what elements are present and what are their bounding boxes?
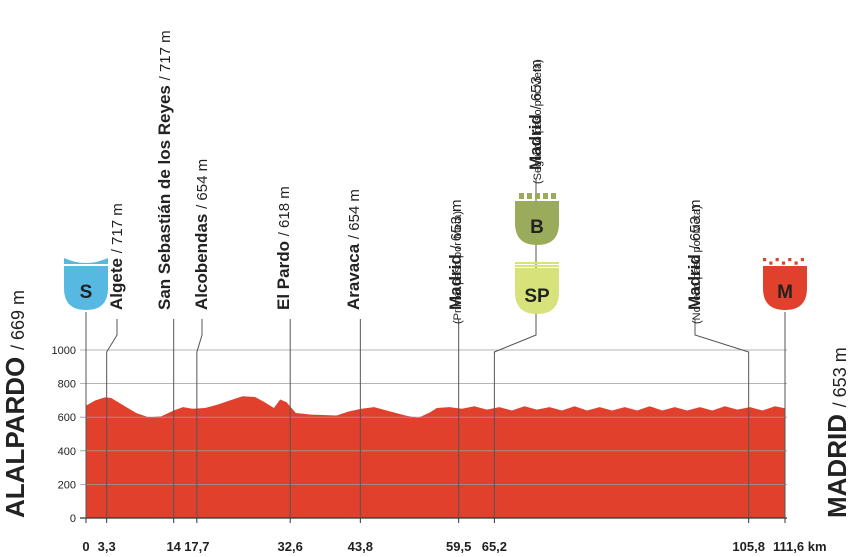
waypoint-name: El Pardo [274,241,293,310]
start-altitude: / 669 m [8,290,28,350]
waypoint-altitude: / 653 m [448,200,465,250]
waypoint-label: El Pardo / 618 m [274,186,293,310]
marker-top [763,261,767,265]
waypoint-line [196,319,203,518]
waypoint-label: Madrid / 653 m [685,200,704,311]
waypoint-name: Aravaca [344,243,363,310]
waypoint-label: Aravaca / 654 m [344,189,363,310]
marker-label: M [777,282,793,303]
x-tick-label: 14 [166,539,181,554]
x-tick-label: 32,6 [278,539,303,554]
y-tick-label: 800 [58,379,76,391]
waypoint-name: Algete [107,258,126,310]
marker-top [515,268,559,270]
marker-top [515,262,559,264]
waypoint-name: Madrid [526,114,545,170]
waypoint-altitude: / 717 m [157,30,174,80]
marker-shield [515,270,559,314]
y-tick-label: 200 [58,479,76,491]
waypoint-name: Alcobendas [192,214,211,310]
marker-top [800,261,804,265]
marker-top [788,258,792,262]
start-label: ALALPARDO / 669 m [0,290,30,518]
finish-label: MADRID / 653 m [822,347,851,518]
marker-top [515,265,559,267]
marker-top [781,258,786,262]
waypoint-label: Madrid / 653 m [526,60,545,171]
marker-label: SP [524,286,550,307]
marker-top [551,193,556,199]
waypoint-label: Madrid / 653 m [446,200,465,311]
marker-top [781,261,786,265]
x-tick-label: 43,8 [348,539,373,554]
marker-top [519,193,524,199]
waypoint-label: Alcobendas / 654 m [192,159,211,310]
x-tick-label: 111,6 km [773,539,827,554]
marker-top [794,261,798,265]
marker-top [543,193,548,199]
waypoint-altitude: / 618 m [276,186,293,236]
waypoint-altitude: / 654 m [194,159,211,209]
finish-name: MADRID [822,414,851,518]
marker-top [775,261,779,265]
x-tick-label: 65,2 [482,539,507,554]
x-tick-label: 17,7 [184,539,209,554]
marker-shield [763,266,807,310]
finish-altitude: / 653 m [830,347,850,407]
waypoint-label: Algete / 717 m [107,203,126,310]
y-tick-label: 0 [70,513,76,525]
marker-label: S [80,282,93,303]
marker-top [775,258,779,262]
waypoint-line [493,179,537,518]
marker-top [527,193,532,199]
marker-top [64,258,108,264]
waypoint-note: (Noveno paso por Meta) [691,205,703,324]
waypoint-note: (Segundo paso por Meta) [532,59,544,184]
waypoint-label: San Sebastián de los Reyes / 717 m [155,30,174,310]
marker-top [769,258,773,262]
marker-top [535,193,540,199]
waypoint-altitude: / 653 m [687,200,704,250]
marker-shield [515,201,559,245]
elevation-area [86,396,785,518]
y-tick-label: 1000 [52,345,76,357]
x-tick-label: 105,8 [732,539,765,554]
x-tick-label: 3,3 [98,539,116,554]
marker-top [794,258,798,262]
waypoint-name: Madrid [446,254,465,310]
x-tick-label: 59,5 [446,539,471,554]
y-tick-label: 600 [58,412,76,424]
marker-top [788,261,792,265]
marker-top [800,258,804,262]
waypoint-altitude: / 653 m [528,60,545,110]
waypoint-name: Madrid [685,254,704,310]
waypoint-line [694,319,750,518]
marker-top [769,261,773,265]
x-tick-label: 0 [82,539,89,554]
waypoint-altitude: / 717 m [109,203,126,253]
y-tick-label: 400 [58,446,76,458]
waypoint-altitude: / 654 m [346,189,363,239]
marker-top [763,258,767,262]
waypoint-note: (Primer paso por Meta) [452,211,464,324]
start-name: ALALPARDO [0,357,30,518]
marker-shield [64,266,108,310]
waypoint-name: San Sebastián de los Reyes [155,85,174,310]
waypoint-line [106,319,118,518]
marker-label: B [530,217,544,238]
